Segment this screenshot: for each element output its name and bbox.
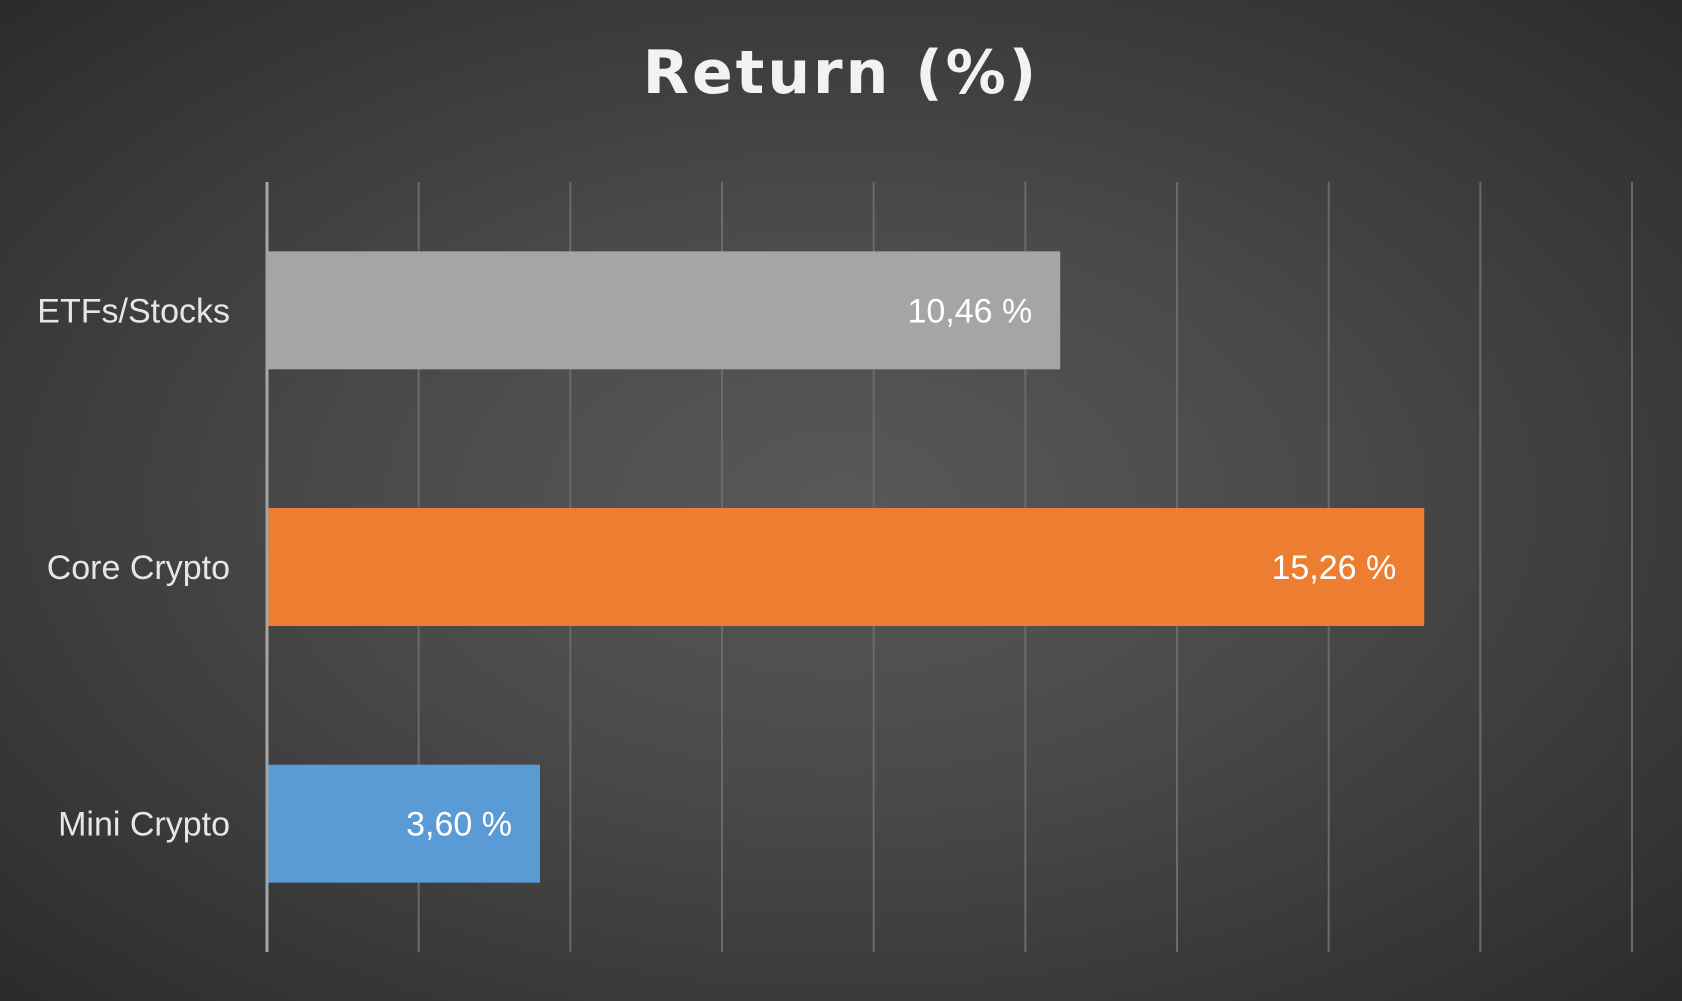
category-label: Mini Crypto [58, 806, 230, 844]
bar [267, 251, 1061, 370]
bar [267, 764, 540, 883]
category-label: Core Crypto [47, 549, 230, 587]
data-label: 3,60 % [406, 806, 512, 844]
category-label: ETFs/Stocks [37, 292, 230, 330]
bar [267, 508, 1425, 626]
data-label: 15,26 % [1271, 549, 1396, 587]
chart-title: Return (%) [642, 38, 1040, 108]
bars: 10,46 % 15,26 % 3,60 % [267, 251, 1425, 883]
category-axis: ETFs/Stocks Core Crypto Mini Crypto [37, 182, 269, 952]
data-label: 10,46 % [907, 292, 1032, 330]
